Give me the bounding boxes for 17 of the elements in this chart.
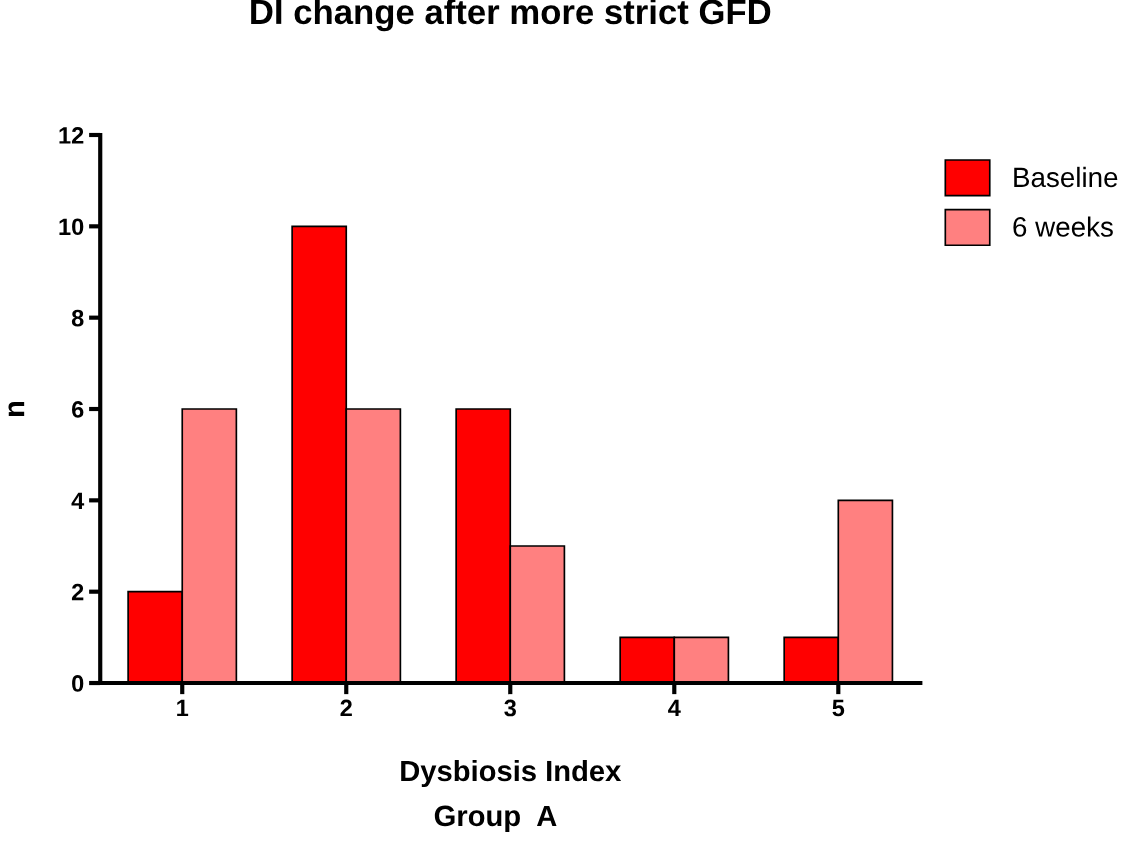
x-tick-label: 1: [177, 699, 189, 717]
x-tick-label: 5: [832, 699, 845, 717]
legend-label: 6 weeks: [1013, 216, 1113, 237]
y-axis-title: n: [8, 401, 25, 416]
legend-label: Baseline: [1014, 166, 1118, 188]
y-tick-label: 8: [71, 309, 84, 327]
y-tick-label: 0: [72, 675, 84, 692]
x-tick-label: 4: [668, 699, 681, 717]
text: Group A: [434, 805, 557, 833]
y-tick-label: 12: [59, 127, 84, 144]
y-tick-label: 2: [71, 583, 84, 601]
y-tick-label: 6: [71, 401, 84, 418]
y-tick-label: 4: [71, 492, 85, 509]
x-tick-label: 2: [340, 699, 352, 717]
x-axis-title: Dysbiosis Index: [401, 759, 622, 788]
x-tick-label: 3: [504, 699, 516, 717]
y-tick-label: 10: [59, 218, 84, 236]
